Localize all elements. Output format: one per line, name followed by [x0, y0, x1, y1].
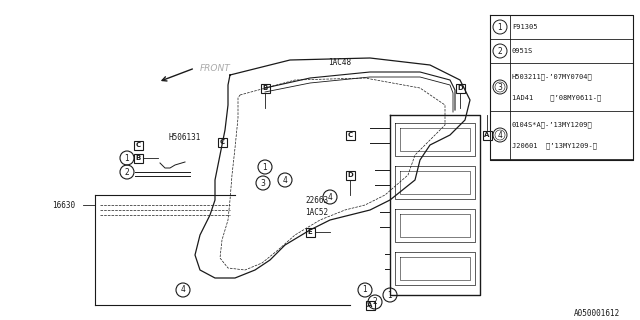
Bar	[346, 131, 355, 140]
Bar	[218, 138, 227, 147]
Text: E: E	[308, 229, 312, 235]
Text: C: C	[220, 139, 225, 145]
Text: 4: 4	[497, 131, 502, 140]
Bar	[260, 84, 269, 92]
Bar	[483, 131, 492, 140]
Text: 1: 1	[498, 22, 502, 31]
Text: 1AC48: 1AC48	[328, 58, 351, 67]
Text: D: D	[347, 172, 353, 178]
Text: J20601  （’13MY1209-）: J20601 （’13MY1209-）	[512, 142, 597, 149]
Text: F91305: F91305	[512, 24, 538, 30]
Text: 3: 3	[497, 83, 502, 92]
Text: H503211（-’07MY0704）: H503211（-’07MY0704）	[512, 73, 593, 80]
Bar	[134, 154, 143, 163]
Text: H506131: H506131	[168, 132, 200, 141]
Bar	[456, 84, 465, 92]
Text: 4: 4	[283, 175, 287, 185]
Bar	[134, 140, 143, 149]
Text: 1: 1	[125, 154, 129, 163]
Text: 3: 3	[260, 179, 266, 188]
Text: 1AD41    （’08MY0611-）: 1AD41 （’08MY0611-）	[512, 94, 601, 101]
Text: 2: 2	[372, 298, 378, 307]
Text: 2: 2	[498, 46, 502, 55]
Text: 0104S*A（-’13MY1209）: 0104S*A（-’13MY1209）	[512, 121, 593, 128]
Text: C: C	[136, 142, 141, 148]
Text: C: C	[348, 132, 353, 138]
Text: 22663: 22663	[305, 196, 328, 204]
Text: B: B	[136, 155, 141, 161]
Text: FRONT: FRONT	[200, 63, 231, 73]
Bar	[346, 171, 355, 180]
Text: 0951S: 0951S	[512, 48, 533, 54]
Text: 4: 4	[328, 193, 332, 202]
Text: B: B	[262, 85, 268, 91]
Text: 2: 2	[125, 167, 129, 177]
Text: 16630: 16630	[52, 201, 75, 210]
Bar	[365, 300, 374, 309]
Text: 4: 4	[180, 285, 186, 294]
Text: 1: 1	[363, 285, 367, 294]
Text: 1: 1	[262, 163, 268, 172]
Text: D: D	[457, 85, 463, 91]
Text: 1AC52: 1AC52	[305, 207, 328, 217]
Text: A050001612: A050001612	[573, 308, 620, 317]
Text: 1: 1	[388, 291, 392, 300]
Bar	[305, 228, 314, 236]
Text: A: A	[367, 302, 372, 308]
Text: A: A	[484, 132, 490, 138]
